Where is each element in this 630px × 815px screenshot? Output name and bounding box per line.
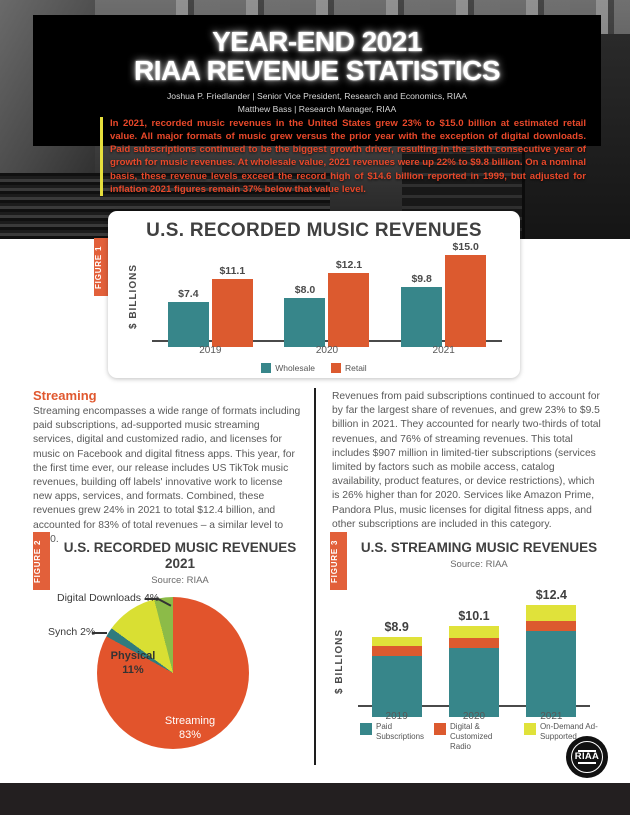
figure3-bars: $8.9 $10.1 $12.4: [358, 588, 590, 717]
pie-label-synch: Synch 2%: [48, 626, 96, 638]
streaming-section: Streaming Streaming encompasses a wide r…: [33, 388, 303, 547]
legend-item-digital-radio: Digital & Customized Radio: [434, 722, 514, 752]
figure3-y-axis-label: $ BILLIONS: [334, 628, 345, 694]
figure1-legend: Wholesale Retail: [108, 363, 520, 373]
retail-swatch-icon: [330, 363, 341, 373]
subscriptions-body: Revenues from paid subscriptions continu…: [332, 391, 601, 530]
wholesale-swatch-icon: [261, 363, 272, 373]
figure3-tab: FIGURE 3: [330, 532, 347, 590]
column-divider: [314, 388, 316, 765]
figure1-y-axis-label: $ BILLIONS: [128, 263, 139, 329]
pie-leader-synch: [92, 632, 107, 634]
riaa-logo-text: RIAA: [574, 750, 600, 762]
legend-label-ad-supported: On-Demand Ad-Supported: [539, 722, 598, 741]
legend-item-paid-subscriptions: Paid Subscriptions: [360, 722, 424, 752]
legend-item-ad-supported: On-Demand Ad-Supported: [523, 722, 602, 752]
credit-line-1: Joshua P. Friedlander | Senior Vice Pres…: [167, 91, 467, 102]
figure2-title-text: U.S. RECORDED MUSIC REVENUES 2021: [63, 540, 297, 572]
figure1-card: U.S. RECORDED MUSIC REVENUES $ BILLIONS …: [108, 211, 520, 378]
page-title-line2: RIAA REVENUE STATISTICS: [133, 55, 501, 87]
figure1-bars: $7.4 $11.1 $8.0 $12.1 $9.8 $15.0: [152, 241, 502, 347]
figure2-source: Source: RIAA: [151, 575, 209, 587]
figure2-pie-chart: [97, 597, 249, 749]
figure3-title: U.S. STREAMING MUSIC REVENUES Source: RI…: [355, 540, 603, 571]
credit-line-2: Matthew Bass | Research Manager, RIAA: [237, 103, 397, 114]
legend-label-digital-radio: Digital & Customized Radio: [450, 722, 493, 751]
intro-paragraph: In 2021, recorded music revenues in the …: [100, 117, 586, 196]
figure2-tab: FIGURE 2: [33, 532, 50, 590]
legend-label-retail: Retail: [344, 363, 367, 373]
digital-radio-swatch-icon: [434, 723, 447, 735]
ad-supported-swatch-icon: [523, 723, 536, 735]
pie-label-streaming: Streaming 83%: [164, 715, 216, 741]
title-box: YEAR-END 2021 RIAA REVENUE STATISTICS Jo…: [33, 15, 601, 146]
legend-label-paid-subscriptions: Paid Subscriptions: [376, 722, 425, 741]
pie-leader-digital: [145, 598, 158, 600]
paid-subscriptions-swatch-icon: [360, 723, 372, 735]
pie-label-physical: Physical 11%: [110, 650, 156, 676]
footer-bar: [0, 783, 630, 815]
figure3-x-axis-labels: 2019 2020 2021: [385, 711, 563, 722]
legend-item-retail: Retail: [330, 363, 367, 373]
pie-label-digital-downloads: Digital Downloads 4%: [57, 592, 160, 604]
streaming-heading: Streaming: [33, 388, 97, 403]
figure2-title: U.S. RECORDED MUSIC REVENUES 2021 Source…: [58, 540, 302, 587]
figure3-source: Source: RIAA: [450, 559, 508, 571]
legend-item-wholesale: Wholesale: [261, 363, 315, 373]
figure3-legend: Paid Subscriptions Digital & Customized …: [360, 722, 602, 752]
subscriptions-section: Revenues from paid subscriptions continu…: [332, 390, 604, 532]
streaming-body: Streaming encompasses a wide range of fo…: [33, 406, 301, 545]
page-title-line1: YEAR-END 2021: [212, 26, 422, 57]
riaa-logo-line-bottom: [578, 762, 596, 764]
riaa-logo: RIAA: [566, 736, 608, 778]
figure3-title-text: U.S. STREAMING MUSIC REVENUES: [360, 540, 598, 555]
legend-label-wholesale: Wholesale: [275, 363, 315, 373]
figure1-x-axis-labels: 2019 2020 2021: [199, 345, 455, 356]
riaa-logo-line-top: [578, 750, 596, 752]
figure1-title: U.S. RECORDED MUSIC REVENUES: [146, 220, 482, 241]
riaa-logo-inner: RIAA: [571, 741, 603, 773]
